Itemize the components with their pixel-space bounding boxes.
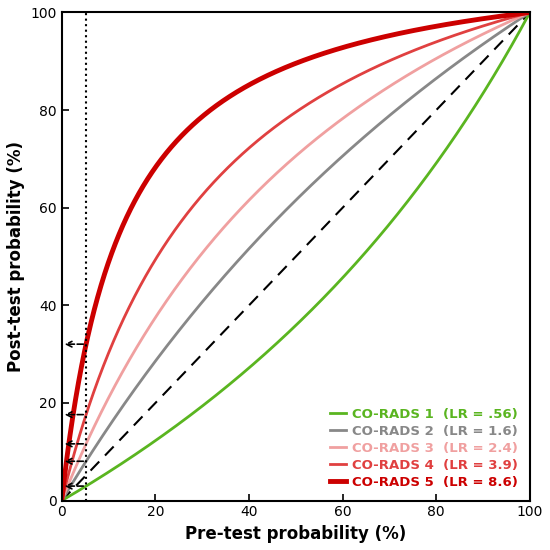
X-axis label: Pre-test probability (%): Pre-test probability (%) (185, 525, 406, 543)
Legend: CO-RADS 1  (LR = .56), CO-RADS 2  (LR = 1.6), CO-RADS 3  (LR = 2.4), CO-RADS 4  : CO-RADS 1 (LR = .56), CO-RADS 2 (LR = 1.… (324, 403, 523, 494)
Y-axis label: Post-test probability (%): Post-test probability (%) (7, 141, 25, 372)
